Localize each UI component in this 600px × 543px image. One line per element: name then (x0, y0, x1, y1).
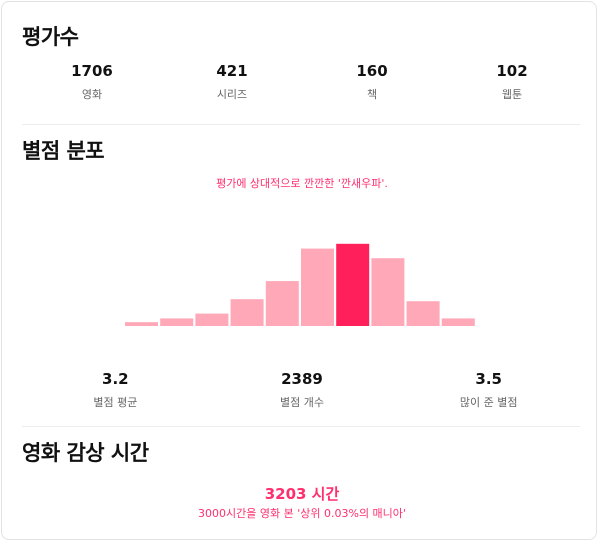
histogram-bar-4.0 (371, 258, 405, 326)
stat-label: 별점 개수 (280, 396, 324, 409)
stat-value: 3.5 (475, 370, 502, 388)
divider (22, 426, 580, 427)
ratings-title: 평가수 (22, 25, 79, 49)
stat-books[interactable]: 160 책 (302, 62, 442, 102)
stat-label: 많이 준 별점 (459, 396, 518, 409)
stat-value: 2389 (281, 370, 323, 388)
histogram-bar-3.0 (301, 248, 334, 326)
stat-value: 1706 (71, 62, 113, 80)
histogram-bar-3.5 (336, 243, 370, 326)
histogram-bar-5.0 (441, 318, 475, 326)
watch-time-value: 3203 시간 (264, 485, 340, 503)
stat-value: 102 (496, 62, 528, 80)
stat-most-given-rating: 3.5 많이 준 별점 (395, 370, 582, 410)
distribution-tagline: 평가에 상대적으로 깐깐한 '깐새우파'. (216, 177, 388, 190)
distribution-title: 별점 분포 (22, 139, 105, 163)
distribution-stats: 3.2 별점 평균 2389 별점 개수 3.5 많이 준 별점 (22, 370, 582, 410)
histogram-bar-2.5 (265, 281, 299, 326)
watch-time-title: 영화 감상 시간 (22, 441, 149, 465)
stat-label: 시리즈 (216, 88, 248, 101)
histogram-bar-1.5 (195, 313, 229, 326)
watch-time-note: 3000시간을 영화 본 '상위 0.03%의 매니아' (198, 507, 406, 520)
stat-movies[interactable]: 1706 영화 (22, 62, 162, 102)
divider (22, 124, 580, 125)
ratings-stats: 1706 영화 421 시리즈 160 책 102 웹툰 (22, 62, 582, 102)
stat-label: 웹툰 (501, 88, 523, 101)
stat-label: 별점 평균 (93, 396, 138, 409)
stat-series[interactable]: 421 시리즈 (162, 62, 302, 102)
stat-average-rating: 3.2 별점 평균 (22, 370, 209, 410)
stat-label: 영화 (81, 88, 103, 101)
stat-label: 책 (366, 88, 378, 101)
stat-value: 421 (216, 62, 248, 80)
histogram-bar-1.0 (160, 318, 194, 326)
histogram-bar-0.5 (125, 322, 158, 326)
histogram-bar-4.5 (406, 301, 440, 326)
stat-rating-count: 2389 별점 개수 (209, 370, 396, 410)
rating-histogram (125, 243, 475, 326)
stat-value: 160 (356, 62, 388, 80)
stat-webtoons[interactable]: 102 웹툰 (442, 62, 582, 102)
stat-value: 3.2 (102, 370, 129, 388)
histogram-bar-2.0 (230, 299, 264, 326)
